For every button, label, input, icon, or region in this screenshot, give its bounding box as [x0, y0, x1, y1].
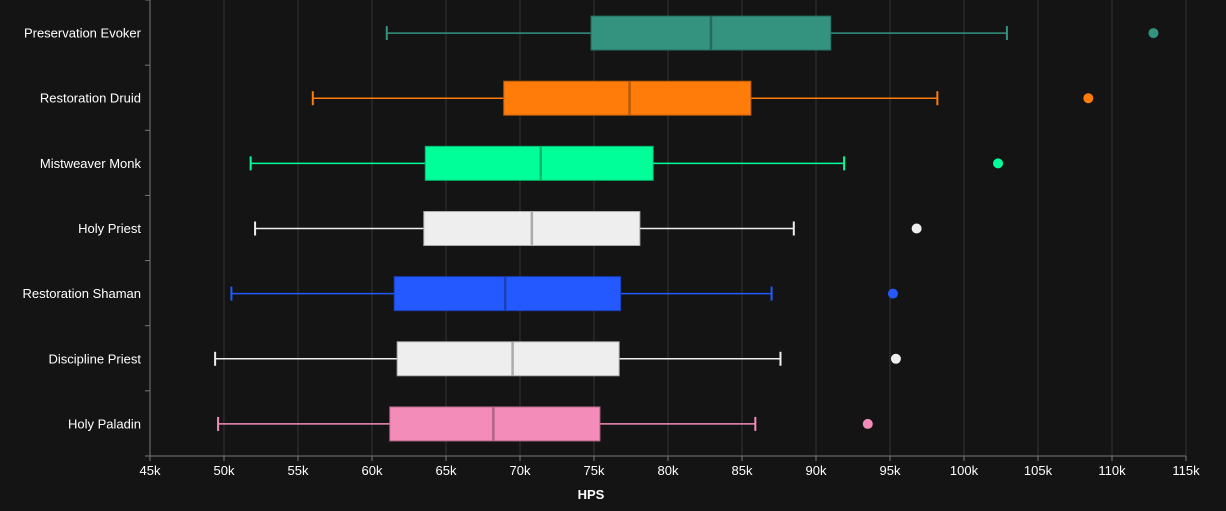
x-tick-label: 85k [732, 463, 753, 478]
outlier-point [862, 418, 873, 429]
iqr-box [396, 341, 620, 377]
series-box-group[interactable] [311, 80, 1094, 116]
x-tick-label: 60k [362, 463, 383, 478]
outlier-point [1083, 93, 1094, 104]
iqr-box [389, 406, 601, 442]
x-tick-label: 105k [1024, 463, 1053, 478]
series-box-group[interactable] [214, 341, 901, 377]
labels: 45k 50k 55k 60k 65k 70k 75k 80k 85k 90k 95k 100k 105… [22, 26, 1200, 478]
iqr-box [393, 276, 622, 312]
x-tick-label: 75k [584, 463, 605, 478]
outlier-point [890, 353, 901, 364]
series-box-group[interactable] [230, 276, 898, 312]
outlier-point [887, 288, 898, 299]
series-box-group[interactable] [385, 15, 1159, 51]
x-tick-label: 115k [1172, 463, 1200, 478]
category-label: Mistweaver Monk [40, 156, 142, 171]
iqr-box [503, 80, 752, 116]
category-label: Restoration Shaman [22, 286, 141, 301]
x-tick-label: 45k [140, 463, 161, 478]
x-tick-label: 90k [806, 463, 827, 478]
category-label: Restoration Druid [40, 91, 141, 106]
x-tick-label: 100k [950, 463, 979, 478]
iqr-box [424, 145, 654, 181]
series-box-group[interactable] [254, 211, 922, 246]
x-tick-label: 70k [510, 463, 531, 478]
axes [145, 0, 1187, 461]
category-label: Preservation Evoker [24, 26, 142, 41]
outlier-point [993, 158, 1004, 169]
x-tick-label: 110k [1098, 463, 1126, 478]
x-tick-label: 65k [436, 463, 457, 478]
series-box-group[interactable] [249, 145, 1004, 181]
category-label: Discipline Priest [49, 351, 142, 366]
x-tick-label: 80k [658, 463, 679, 478]
category-label: Holy Paladin [68, 416, 141, 431]
series [214, 15, 1159, 442]
x-tick-label: 95k [880, 463, 901, 478]
x-tick-label: 55k [288, 463, 309, 478]
x-axis-title: HPS [578, 487, 605, 502]
category-label: Holy Priest [78, 221, 141, 236]
x-tick-label: 50k [214, 463, 235, 478]
series-box-group[interactable] [217, 406, 873, 442]
outlier-point [911, 223, 922, 234]
outlier-point [1148, 28, 1159, 39]
